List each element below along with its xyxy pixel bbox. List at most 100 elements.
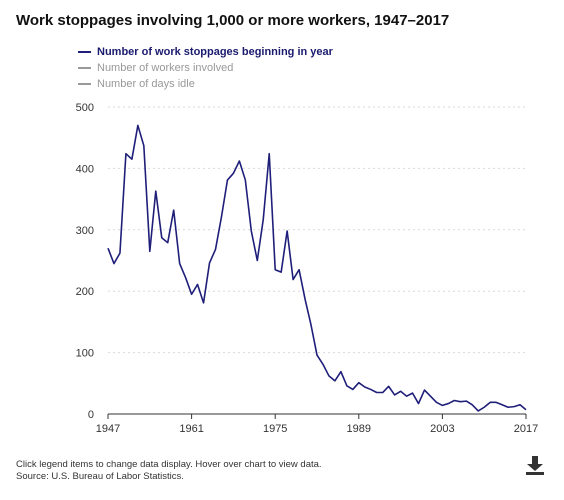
y-tick-label: 400 bbox=[76, 163, 94, 175]
y-tick-label: 100 bbox=[76, 348, 94, 360]
data-point[interactable] bbox=[135, 122, 141, 128]
data-point[interactable] bbox=[356, 380, 362, 386]
data-point[interactable] bbox=[254, 258, 260, 264]
data-point[interactable] bbox=[451, 397, 457, 403]
data-point[interactable] bbox=[332, 378, 338, 384]
legend-swatch-workers bbox=[78, 67, 91, 69]
data-point[interactable] bbox=[517, 402, 523, 408]
legend-label-workers: Number of workers involved bbox=[97, 62, 234, 74]
data-point[interactable] bbox=[302, 296, 308, 302]
data-point[interactable] bbox=[195, 281, 201, 287]
data-point[interactable] bbox=[463, 398, 469, 404]
chart-legend: Number of work stoppages beginning in ye… bbox=[78, 44, 333, 92]
legend-label-stoppages: Number of work stoppages beginning in ye… bbox=[97, 46, 333, 58]
chart-title: Work stoppages involving 1,000 or more w… bbox=[16, 12, 450, 29]
data-point[interactable] bbox=[368, 386, 374, 392]
data-point[interactable] bbox=[147, 248, 153, 254]
data-point[interactable] bbox=[111, 261, 117, 267]
legend-item-days-idle[interactable]: Number of days idle bbox=[78, 76, 333, 92]
data-point[interactable] bbox=[469, 402, 475, 408]
data-point[interactable] bbox=[481, 404, 487, 410]
y-tick-label: 500 bbox=[76, 102, 94, 114]
data-point[interactable] bbox=[272, 267, 278, 273]
data-point[interactable] bbox=[207, 260, 213, 266]
data-point[interactable] bbox=[260, 216, 266, 222]
data-point[interactable] bbox=[374, 390, 380, 396]
data-point[interactable] bbox=[236, 158, 242, 164]
data-point[interactable] bbox=[224, 177, 230, 183]
data-point[interactable] bbox=[308, 322, 314, 328]
data-point[interactable] bbox=[326, 373, 332, 379]
series-line[interactable] bbox=[107, 124, 527, 412]
data-point[interactable] bbox=[141, 143, 147, 149]
data-point[interactable] bbox=[230, 170, 236, 176]
data-point[interactable] bbox=[338, 369, 344, 375]
data-point[interactable] bbox=[421, 387, 427, 393]
data-point[interactable] bbox=[457, 399, 463, 405]
data-point[interactable] bbox=[159, 235, 165, 241]
data-point[interactable] bbox=[266, 151, 272, 157]
data-point[interactable] bbox=[499, 402, 505, 408]
data-point[interactable] bbox=[362, 384, 368, 390]
data-point[interactable] bbox=[284, 228, 290, 234]
legend-label-days-idle: Number of days idle bbox=[97, 78, 195, 90]
data-point[interactable] bbox=[189, 291, 195, 297]
download-icon-glyph bbox=[526, 456, 544, 475]
legend-item-stoppages[interactable]: Number of work stoppages beginning in ye… bbox=[78, 44, 333, 60]
data-point[interactable] bbox=[392, 392, 398, 398]
data-point[interactable] bbox=[404, 393, 410, 399]
data-point[interactable] bbox=[445, 401, 451, 407]
data-point[interactable] bbox=[177, 261, 183, 267]
data-point[interactable] bbox=[487, 399, 493, 405]
y-tick-label: 0 bbox=[88, 409, 94, 421]
data-point[interactable] bbox=[398, 388, 404, 394]
data-point[interactable] bbox=[493, 399, 499, 405]
data-point[interactable] bbox=[290, 277, 296, 283]
data-point[interactable] bbox=[380, 390, 386, 396]
legend-swatch-stoppages bbox=[78, 51, 91, 53]
x-tick-label: 2017 bbox=[514, 423, 538, 435]
data-point[interactable] bbox=[129, 156, 135, 162]
data-point[interactable] bbox=[248, 228, 254, 234]
data-point[interactable] bbox=[218, 214, 224, 220]
y-tick-label: 200 bbox=[76, 286, 94, 298]
axes: 0 100 200 300 400 500 1947 1961 1975 1989 2003 2017 bbox=[76, 102, 539, 435]
data-point[interactable] bbox=[278, 269, 284, 275]
data-point[interactable] bbox=[242, 177, 248, 183]
x-tick-label: 1975 bbox=[263, 423, 287, 435]
footnote-source: Source: U.S. Bureau of Labor Statistics. bbox=[16, 471, 184, 482]
data-point[interactable] bbox=[183, 275, 189, 281]
data-point[interactable] bbox=[105, 245, 111, 251]
data-point[interactable] bbox=[344, 383, 350, 389]
x-tick-label: 1989 bbox=[347, 423, 371, 435]
data-point[interactable] bbox=[427, 393, 433, 399]
data-point[interactable] bbox=[475, 408, 481, 414]
data-point[interactable] bbox=[165, 240, 171, 246]
data-point[interactable] bbox=[410, 390, 416, 396]
data-point[interactable] bbox=[350, 386, 356, 392]
data-point[interactable] bbox=[201, 300, 207, 306]
data-point[interactable] bbox=[505, 404, 511, 410]
x-tick-label: 2003 bbox=[430, 423, 454, 435]
data-point[interactable] bbox=[416, 401, 422, 407]
data-point[interactable] bbox=[123, 151, 129, 157]
data-point[interactable] bbox=[386, 383, 392, 389]
legend-swatch-days-idle bbox=[78, 83, 91, 85]
data-point[interactable] bbox=[212, 246, 218, 252]
data-point[interactable] bbox=[171, 207, 177, 213]
data-point[interactable] bbox=[153, 188, 159, 194]
data-point[interactable] bbox=[320, 361, 326, 367]
y-tick-label: 300 bbox=[76, 225, 94, 237]
data-point[interactable] bbox=[511, 404, 517, 410]
x-tick-label: 1947 bbox=[96, 423, 120, 435]
data-point[interactable] bbox=[433, 399, 439, 405]
data-point[interactable] bbox=[523, 407, 529, 413]
legend-item-workers[interactable]: Number of workers involved bbox=[78, 60, 333, 76]
data-point[interactable] bbox=[439, 402, 445, 408]
data-point[interactable] bbox=[117, 250, 123, 256]
download-icon[interactable] bbox=[524, 454, 546, 476]
data-point[interactable] bbox=[314, 352, 320, 358]
data-point[interactable] bbox=[296, 267, 302, 273]
series-layer[interactable] bbox=[105, 122, 529, 414]
